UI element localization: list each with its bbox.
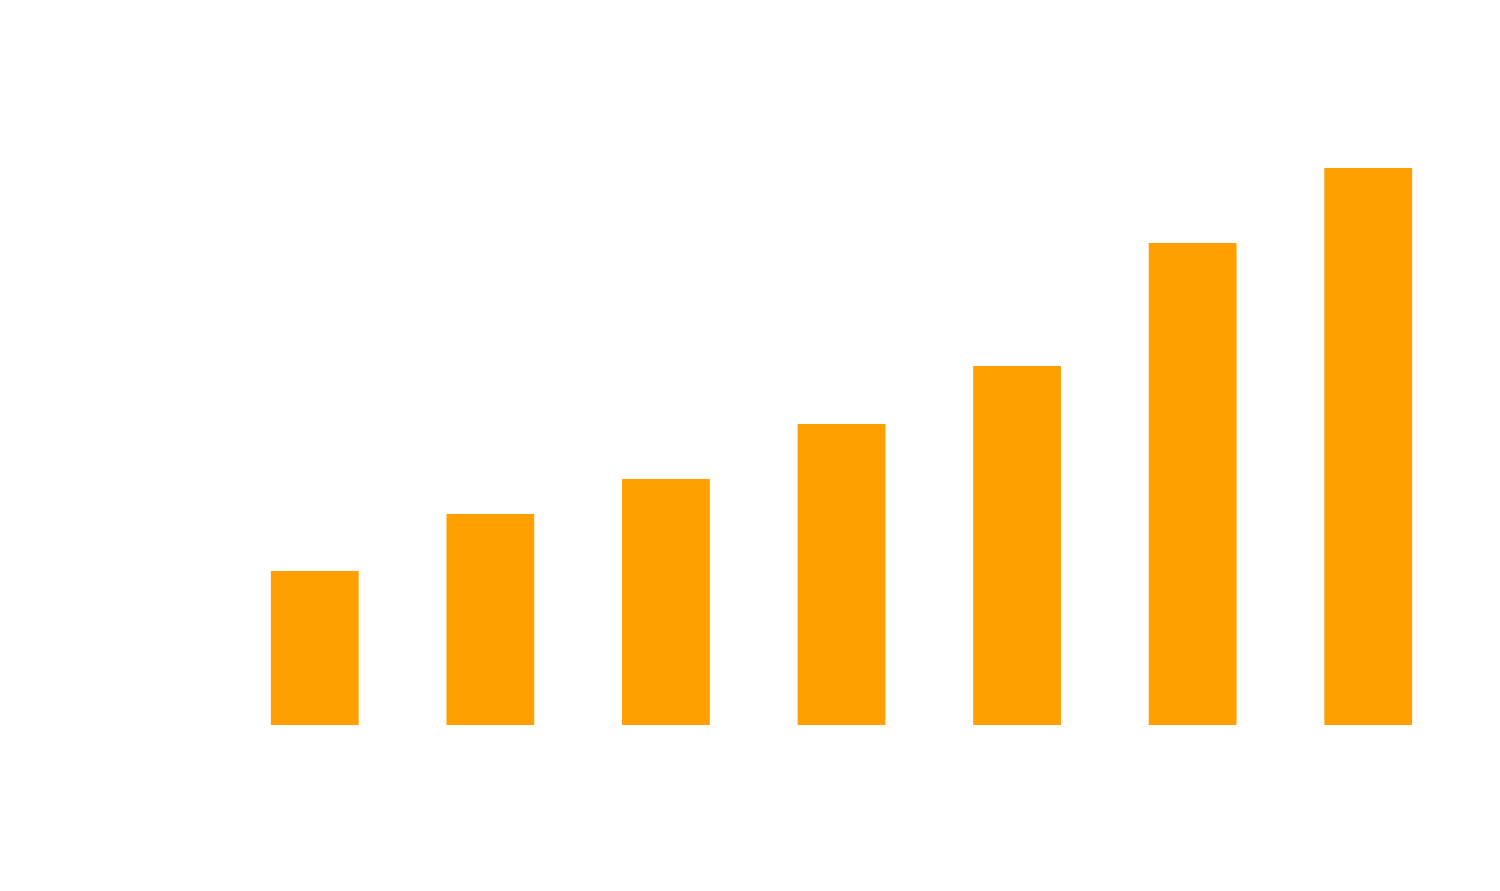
bar [622,479,710,725]
bar [270,571,359,725]
bar [797,424,886,725]
bar [973,366,1061,725]
bar [1324,168,1413,725]
bar [1148,243,1237,725]
bar [446,514,535,725]
